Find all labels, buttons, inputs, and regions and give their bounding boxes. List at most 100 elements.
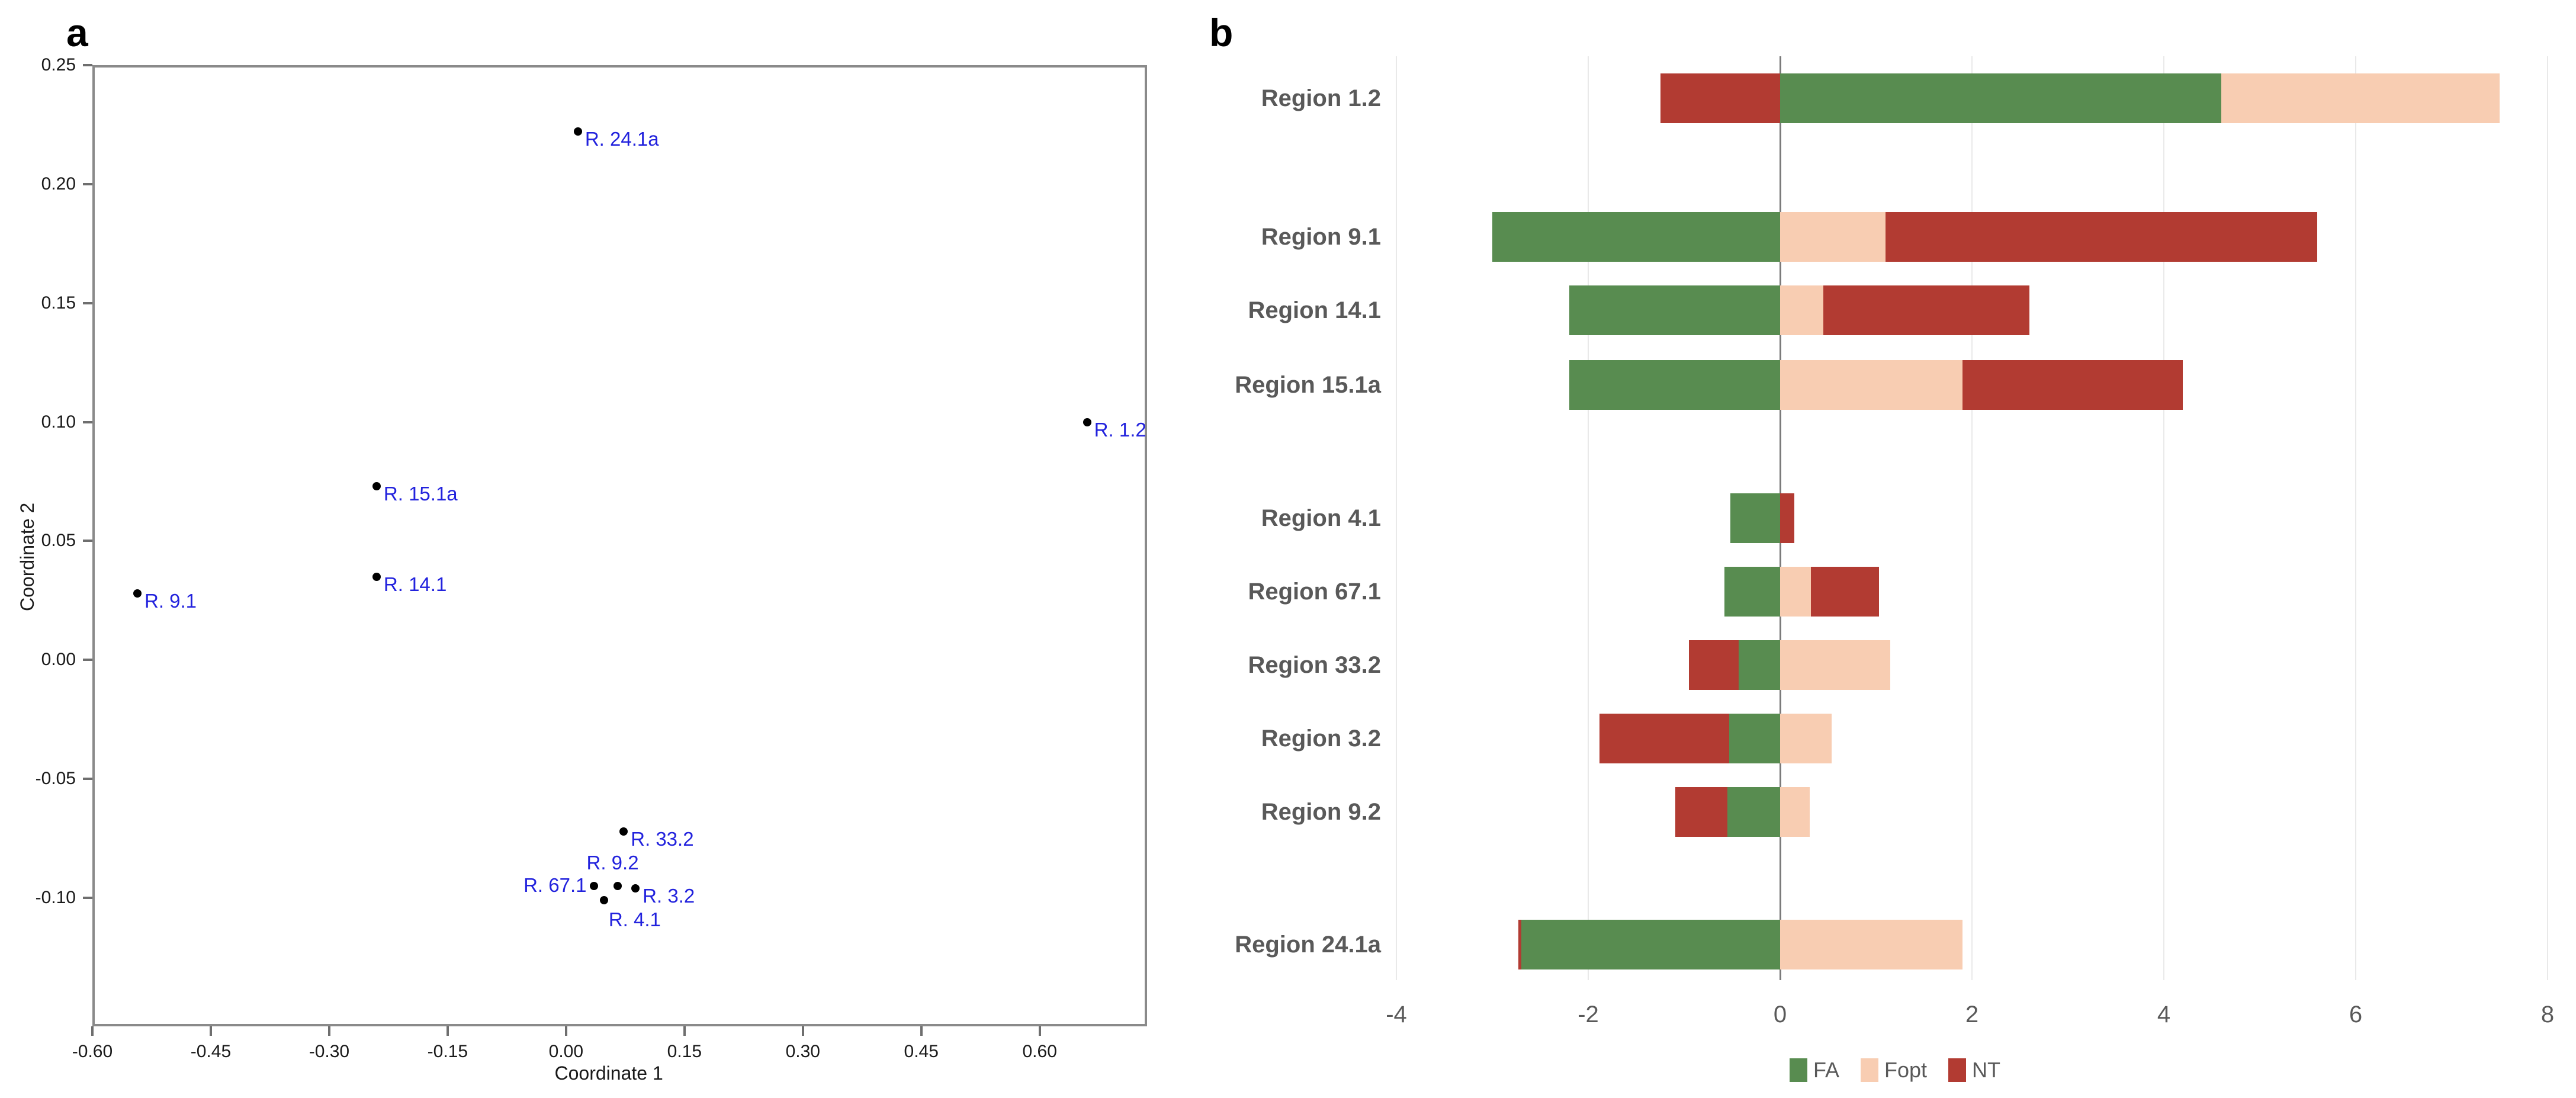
bar-segment-fa [1492, 212, 1780, 262]
x-tick-label: 0.30 [785, 1042, 820, 1061]
x-tick-mark [920, 1026, 923, 1036]
y-tick-label: -0.05 [35, 769, 76, 789]
y-tick-mark [83, 540, 92, 542]
bar-row-label: Region 3.2 [1261, 725, 1381, 752]
bar-row-label: Region 67.1 [1248, 579, 1381, 605]
bar-segment-fopt [1780, 640, 1891, 690]
legend-item-fa: FA [1789, 1058, 1839, 1083]
data-point [613, 881, 622, 890]
bar-x-tick-label: 2 [1965, 1001, 1979, 1028]
bar-segment-nt [1675, 787, 1727, 837]
legend-swatch-fopt [1860, 1058, 1878, 1082]
x-tick-label: 0.45 [904, 1042, 939, 1061]
bar-segment-fopt [1780, 714, 1832, 763]
legend: FA Fopt NT [1214, 1058, 2576, 1083]
bar-row-label: Region 24.1a [1235, 932, 1381, 958]
bar-x-tick-label: 8 [2540, 1001, 2555, 1028]
y-tick-mark [83, 182, 92, 185]
bar-segment-fa [1569, 360, 1780, 410]
gridline [1971, 56, 1973, 980]
x-axis-title: Coordinate 1 [554, 1062, 663, 1084]
data-point [631, 884, 640, 892]
data-point [599, 896, 608, 905]
x-tick-mark [1038, 1026, 1041, 1036]
bar-row-label: Region 9.1 [1261, 224, 1381, 250]
x-tick-mark [91, 1026, 94, 1036]
bar-segment-fopt [1780, 567, 1811, 617]
y-tick-mark [83, 64, 92, 66]
bar-segment-nt [1886, 212, 2318, 262]
data-point-label: R. 9.1 [144, 589, 197, 612]
data-point-label: R. 4.1 [608, 908, 661, 931]
x-tick-label: 0.00 [548, 1042, 584, 1061]
x-tick-label: 0.60 [1022, 1042, 1057, 1061]
bar-segment-nt [1962, 360, 2183, 410]
data-point [619, 827, 628, 836]
x-tick-mark [801, 1026, 804, 1036]
x-tick-label: -0.15 [427, 1042, 468, 1061]
y-tick-label: 0.05 [41, 531, 76, 551]
y-tick-mark [83, 420, 92, 423]
y-tick-mark [83, 301, 92, 304]
data-point-label: R. 24.1a [584, 128, 659, 150]
x-tick-mark [209, 1026, 212, 1036]
bar-segment-nt [1810, 567, 1879, 617]
bar-segment-fopt [2221, 73, 2500, 123]
x-tick-mark [683, 1026, 686, 1036]
x-tick-label: 0.15 [667, 1042, 702, 1061]
data-point-label: R. 33.2 [631, 827, 694, 850]
legend-item-fopt: Fopt [1860, 1058, 1928, 1083]
bar-segment-fa [1729, 714, 1780, 763]
bar-segment-fopt [1780, 360, 1962, 410]
y-tick-mark [83, 897, 92, 900]
data-point-label: R. 9.2 [586, 851, 639, 874]
legend-label: FA [1813, 1058, 1839, 1082]
panel-a-letter: a [66, 11, 88, 54]
y-tick-label: 0.00 [41, 650, 76, 670]
legend-swatch-fa [1789, 1058, 1807, 1082]
data-point [573, 127, 582, 136]
bar-segment-nt [1660, 73, 1780, 123]
scatter-plot-area [92, 65, 1147, 1026]
data-point [372, 572, 381, 581]
y-tick-mark [83, 778, 92, 781]
bar-segment-fa [1730, 493, 1780, 543]
y-axis-title: Coordinate 2 [17, 502, 38, 611]
data-point-label: R. 3.2 [643, 884, 695, 907]
bar-row-label: Region 14.1 [1248, 297, 1381, 323]
bar-row-label: Region 4.1 [1261, 505, 1381, 531]
legend-item-nt: NT [1948, 1058, 2000, 1083]
data-point [589, 881, 598, 890]
x-tick-mark [564, 1026, 567, 1036]
x-tick-mark [327, 1026, 330, 1036]
bar-segment-nt [1689, 640, 1739, 690]
y-tick-label: 0.25 [41, 55, 76, 75]
bar-x-tick-label: -4 [1386, 1001, 1407, 1028]
gridline [2355, 56, 2356, 980]
x-tick-mark [446, 1026, 449, 1036]
y-tick-label: 0.20 [41, 174, 76, 194]
data-point [1083, 418, 1091, 426]
x-tick-label: -0.60 [72, 1042, 113, 1061]
data-point-label: R. 14.1 [383, 573, 447, 595]
bar-segment-fopt [1780, 285, 1823, 335]
bar-x-tick-label: 6 [2349, 1001, 2363, 1028]
panel-b-letter: b [1209, 11, 1234, 54]
bar-segment-fa [1521, 920, 1780, 969]
x-tick-label: -0.45 [190, 1042, 232, 1061]
data-point-label: R. 67.1 [523, 874, 587, 896]
data-point [133, 589, 142, 598]
bar-x-tick-label: 4 [2157, 1001, 2171, 1028]
bar-segment-nt [1780, 493, 1795, 543]
data-point [372, 482, 381, 491]
legend-swatch-nt [1948, 1058, 1967, 1082]
bar-segment-fa [1724, 567, 1780, 617]
bar-segment-fa [1569, 285, 1780, 335]
bar-segment-nt [1599, 714, 1730, 763]
legend-label: Fopt [1884, 1058, 1928, 1082]
gridline [1396, 56, 1397, 980]
y-tick-mark [83, 659, 92, 662]
bar-row-label: Region 15.1a [1235, 372, 1381, 398]
gridline [2547, 56, 2548, 980]
